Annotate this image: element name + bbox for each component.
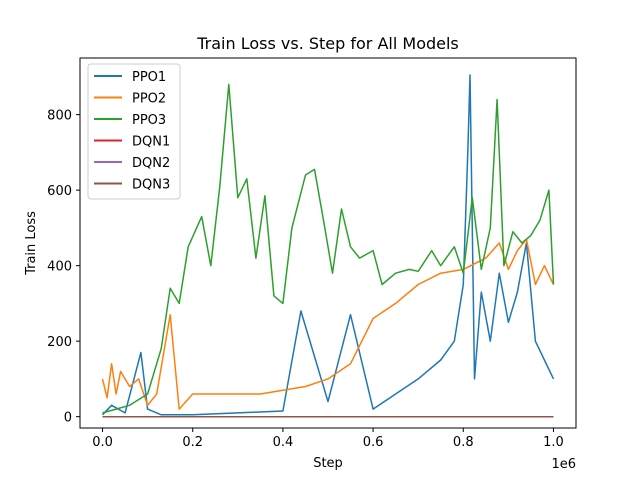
- series-line-ppo1: [101, 74, 555, 416]
- plot-area: [101, 74, 555, 418]
- x-tick-label: 0.0: [92, 435, 113, 450]
- y-axis: 0 200 400 600 800: [47, 109, 80, 426]
- legend-label: PPO1: [132, 70, 166, 85]
- series-line-ppo3: [102, 83, 555, 414]
- legend-label: DQN3: [132, 178, 170, 193]
- y-axis-label: Train Loss: [24, 211, 39, 276]
- chart-title: Train Loss vs. Step for All Models: [196, 34, 459, 53]
- plot-frame: [79, 57, 577, 429]
- x-offset-text: 1e6: [551, 457, 576, 472]
- series-line-ppo2: [101, 238, 555, 410]
- x-axis: 0.0 0.2 0.4 0.6 0.8 1.0: [92, 428, 564, 450]
- legend: PPO1 PPO2 PPO3 DQN1 DQN2 DQN3: [87, 63, 181, 200]
- legend-label: DQN2: [132, 156, 170, 171]
- y-tick-label: 0: [64, 411, 72, 426]
- x-tick-label: 0.4: [273, 435, 294, 450]
- legend-label: PPO2: [132, 92, 166, 107]
- y-tick-label: 800: [47, 109, 72, 124]
- x-tick-label: 0.8: [453, 435, 474, 450]
- x-tick-label: 0.2: [182, 435, 203, 450]
- x-tick-label: 0.6: [363, 435, 384, 450]
- legend-label: PPO3: [132, 113, 166, 128]
- y-tick-label: 400: [47, 260, 72, 275]
- x-tick-label: 1.0: [543, 435, 564, 450]
- y-tick-label: 200: [47, 335, 72, 350]
- legend-label: DQN1: [132, 135, 170, 150]
- x-axis-label: Step: [313, 456, 343, 471]
- y-tick-label: 600: [47, 184, 72, 199]
